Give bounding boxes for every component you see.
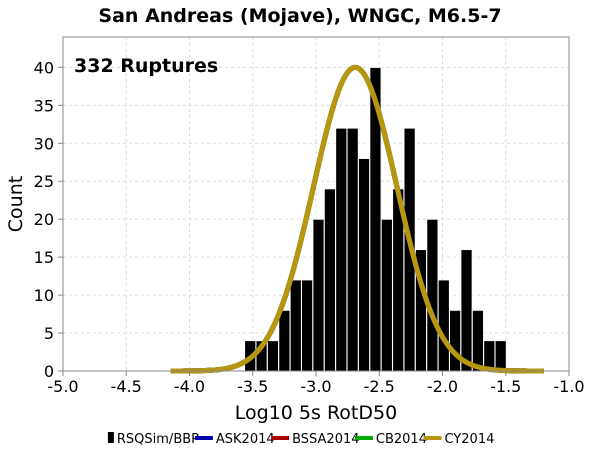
y-tick-label: 30: [34, 134, 54, 153]
histogram-bar: [346, 127, 359, 372]
x-tick-label: -3.5: [237, 377, 268, 396]
y-tick-label: 40: [34, 58, 54, 77]
histogram-bar: [426, 218, 439, 372]
histogram-bar: [357, 157, 371, 372]
legend-swatch: [107, 432, 114, 443]
histogram-bar: [437, 279, 450, 372]
legend-label: BSSA2014: [292, 432, 359, 447]
histogram-bar: [380, 218, 393, 372]
chart-title: San Andreas (Mojave), WNGC, M6.5-7: [98, 5, 501, 27]
legend-label: CB2014: [376, 432, 427, 447]
y-axis-label: Count: [5, 176, 27, 232]
histogram-bar: [301, 279, 314, 372]
y-tick-label: 5: [44, 324, 54, 343]
histogram-bar: [266, 340, 280, 372]
rupture-count-annotation: 332 Ruptures: [74, 55, 218, 77]
x-tick-label: -3.0: [300, 377, 331, 396]
x-tick-label: -4.0: [174, 377, 205, 396]
axes: -5.0 -4.5 -4.0 -3.5 -3.0 -2.5 -2.0 -1.5 -1.0 0 5 10…: [34, 36, 585, 396]
histogram-bar: [289, 279, 302, 372]
y-tick-label: 15: [34, 248, 54, 267]
x-tick-label: -2.0: [427, 377, 458, 396]
x-tick-label: -2.5: [364, 377, 395, 396]
histogram-bar: [335, 127, 348, 372]
x-tick-label: -1.5: [490, 377, 521, 396]
curve-cy2014: [170, 64, 544, 374]
histogram-bar: [494, 340, 507, 372]
histogram-bars: [244, 66, 507, 372]
legend-label: ASK2014: [216, 432, 275, 447]
x-tick-label: -4.5: [111, 377, 142, 396]
y-tick-label: 25: [34, 172, 54, 191]
histogram-bar: [460, 249, 473, 372]
x-axis-label: Log10 5s RotD50: [235, 402, 397, 424]
distribution-curves: [170, 64, 544, 374]
histogram-bar: [312, 218, 325, 372]
plot-border: [62, 36, 570, 372]
histogram-bar: [278, 309, 291, 372]
x-tick-label: -5.0: [47, 377, 78, 396]
legend-label: RSQSim/BBP: [117, 432, 199, 447]
legend: RSQSim/BBP ASK2014 BSSA2014 CB2014 CY2014: [107, 432, 495, 447]
y-tick-label: 10: [34, 286, 54, 305]
y-tick-label: 0: [44, 362, 54, 381]
legend-label: CY2014: [445, 432, 495, 447]
histogram-bar: [323, 188, 337, 372]
histogram-bar: [449, 309, 462, 372]
y-tick-label: 35: [34, 96, 54, 115]
x-tick-label: -1.0: [553, 377, 584, 396]
histogram-bar: [471, 309, 485, 372]
y-tick-label: 20: [34, 210, 54, 229]
